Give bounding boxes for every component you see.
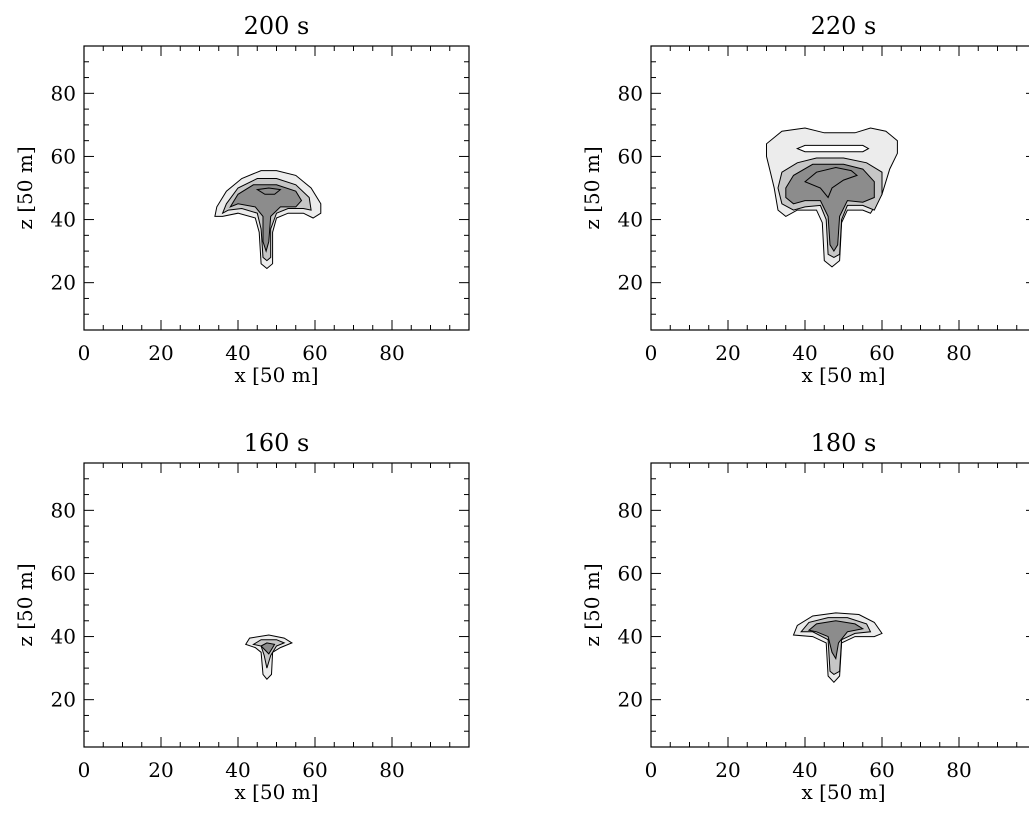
y-tick-label: 60: [618, 144, 643, 168]
x-tick-label: 40: [225, 341, 250, 365]
x-tick-label: 80: [379, 341, 404, 365]
panel-4: 0 20 40 60 80 20 40 60 80 180 s x [50 m] z [50 m]: [580, 429, 1029, 804]
y-tick-label: 40: [618, 625, 643, 649]
contour-group: [214, 170, 322, 270]
x-tick-label: 0: [645, 341, 658, 365]
contour-group: [766, 127, 898, 268]
y-tick-label: 40: [51, 208, 76, 232]
panel-1: 0 20 40 60 80 20 40 60 80 200 s x [50 m] z [50 m]: [13, 12, 470, 387]
contour-level-4: [804, 166, 859, 199]
y-axis-label: z [50 m]: [13, 146, 37, 229]
x-tick-label: 40: [792, 758, 817, 782]
contour-group: [244, 634, 293, 680]
contour-level-4: [255, 187, 282, 195]
panel-2: 0 20 40 60 80 20 40 60 80 220 s x [50 m] z [50 m]: [580, 12, 1029, 387]
contour-level-3: [785, 163, 875, 253]
y-tick-label: 80: [51, 498, 76, 522]
x-tick-label: 20: [715, 758, 740, 782]
y-tick-label: 20: [618, 688, 643, 712]
panel-3: 0 20 40 60 80 20 40 60 80 160 s x [50 m] z [50 m]: [13, 429, 470, 804]
panel-title: 160 s: [244, 429, 310, 457]
x-tick-label: 40: [792, 341, 817, 365]
x-tick-label: 60: [302, 758, 327, 782]
y-tick-label: 40: [618, 208, 643, 232]
y-tick-label: 60: [618, 561, 643, 585]
x-tick-label: 20: [715, 341, 740, 365]
y-axis-label: z [50 m]: [13, 563, 37, 646]
x-axis-label: x [50 m]: [234, 780, 318, 804]
x-axis-label: x [50 m]: [234, 363, 318, 387]
x-tick-label: 60: [869, 758, 894, 782]
x-tick-label: 60: [302, 341, 327, 365]
panel-title: 180 s: [811, 429, 877, 457]
x-tick-label: 20: [148, 341, 173, 365]
y-tick-label: 60: [51, 561, 76, 585]
panel-title: 200 s: [244, 12, 310, 40]
y-tick-label: 80: [618, 81, 643, 105]
y-tick-label: 80: [618, 498, 643, 522]
y-tick-label: 60: [51, 144, 76, 168]
y-tick-label: 20: [51, 271, 76, 295]
contour-level-3: [260, 642, 276, 655]
plot-frame: [83, 462, 470, 748]
y-axis-label: z [50 m]: [580, 563, 604, 646]
x-tick-label: 80: [379, 758, 404, 782]
panel-title: 220 s: [811, 12, 877, 40]
y-tick-label: 20: [618, 271, 643, 295]
x-tick-label: 0: [645, 758, 658, 782]
contour-level-5: [795, 144, 870, 153]
y-tick-label: 80: [51, 81, 76, 105]
x-tick-label: 80: [946, 341, 971, 365]
plot-frame: [650, 462, 1029, 748]
x-tick-label: 20: [148, 758, 173, 782]
x-tick-label: 40: [225, 758, 250, 782]
x-tick-label: 80: [946, 758, 971, 782]
x-tick-label: 60: [869, 341, 894, 365]
contour-group: [792, 612, 883, 684]
x-tick-label: 0: [78, 341, 91, 365]
contour-level-3: [807, 620, 865, 661]
x-axis-label: x [50 m]: [801, 363, 885, 387]
y-tick-label: 20: [51, 688, 76, 712]
y-axis-label: z [50 m]: [580, 146, 604, 229]
x-tick-label: 0: [78, 758, 91, 782]
contour-level-3: [229, 184, 303, 253]
y-tick-label: 40: [51, 625, 76, 649]
x-axis-label: x [50 m]: [801, 780, 885, 804]
